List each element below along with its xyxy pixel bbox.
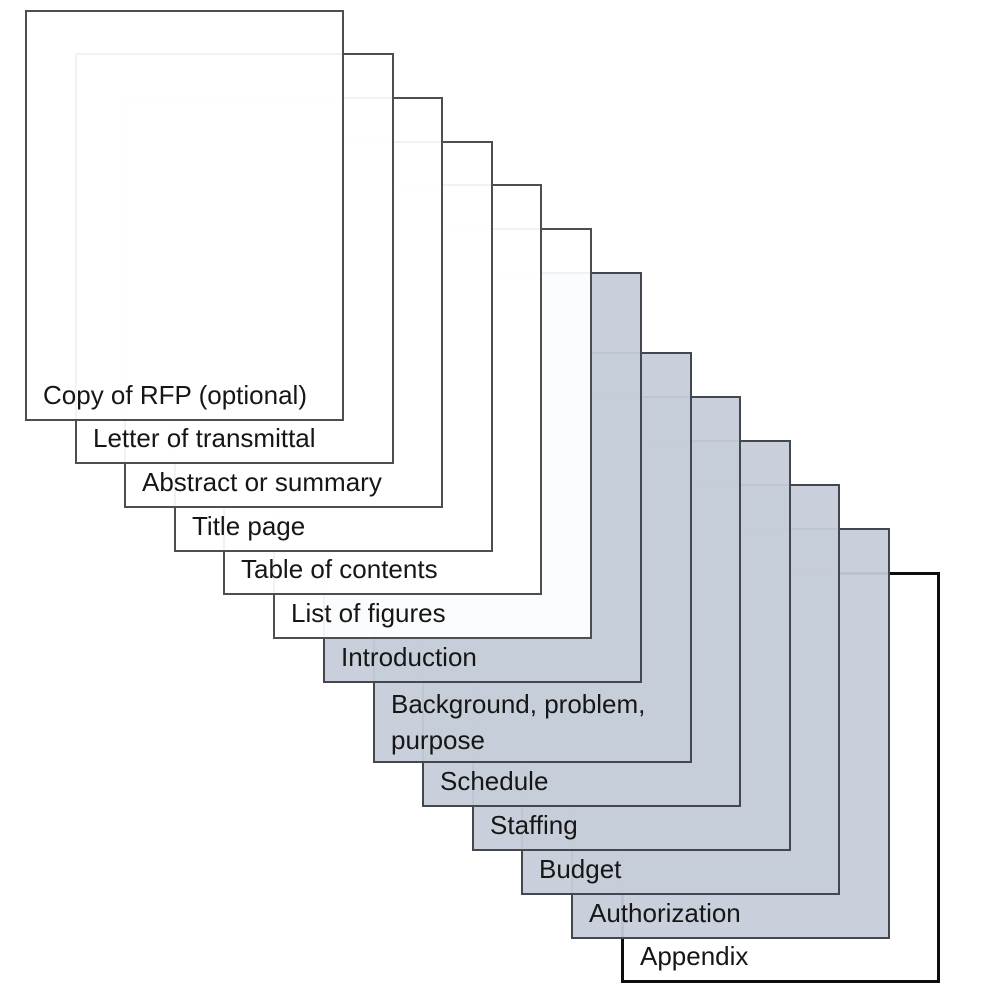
page-label: Copy of RFP (optional) [43, 378, 307, 413]
page-label: Staffing [490, 808, 578, 843]
page-label: Authorization [589, 896, 741, 931]
page-label: Budget [539, 852, 621, 887]
page-label: Introduction [341, 640, 477, 675]
page-label-line: Abstract or summary [142, 467, 382, 497]
page-label-line: Introduction [341, 642, 477, 672]
page-label-line: Appendix [640, 941, 749, 971]
page-label: Appendix [640, 939, 748, 974]
page-label-line: List of figures [291, 598, 446, 628]
page-label: List of figures [291, 596, 446, 631]
page-label-line: Budget [539, 854, 622, 884]
page-label: Abstract or summary [142, 465, 382, 500]
page-label-line: Schedule [440, 766, 549, 796]
page-label-line: Title page [192, 511, 306, 541]
page-label-line: purpose [391, 725, 485, 755]
page-label: Letter of transmittal [93, 421, 316, 456]
page-label-line: Background, problem, [391, 689, 646, 719]
page-label: Schedule [440, 764, 548, 799]
page-label: Title page [192, 509, 305, 544]
page-label-line: Authorization [589, 898, 741, 928]
page-label-line: Letter of transmittal [93, 423, 316, 453]
page-label-line: Staffing [490, 810, 578, 840]
page-copy-of-rfp-optional: Copy of RFP (optional) [25, 10, 344, 421]
page-label: Table of contents [241, 552, 438, 587]
page-label: Background, problem, purpose [391, 686, 645, 758]
page-label-line: Copy of RFP (optional) [43, 380, 307, 410]
page-label-line: Table of contents [241, 554, 438, 584]
